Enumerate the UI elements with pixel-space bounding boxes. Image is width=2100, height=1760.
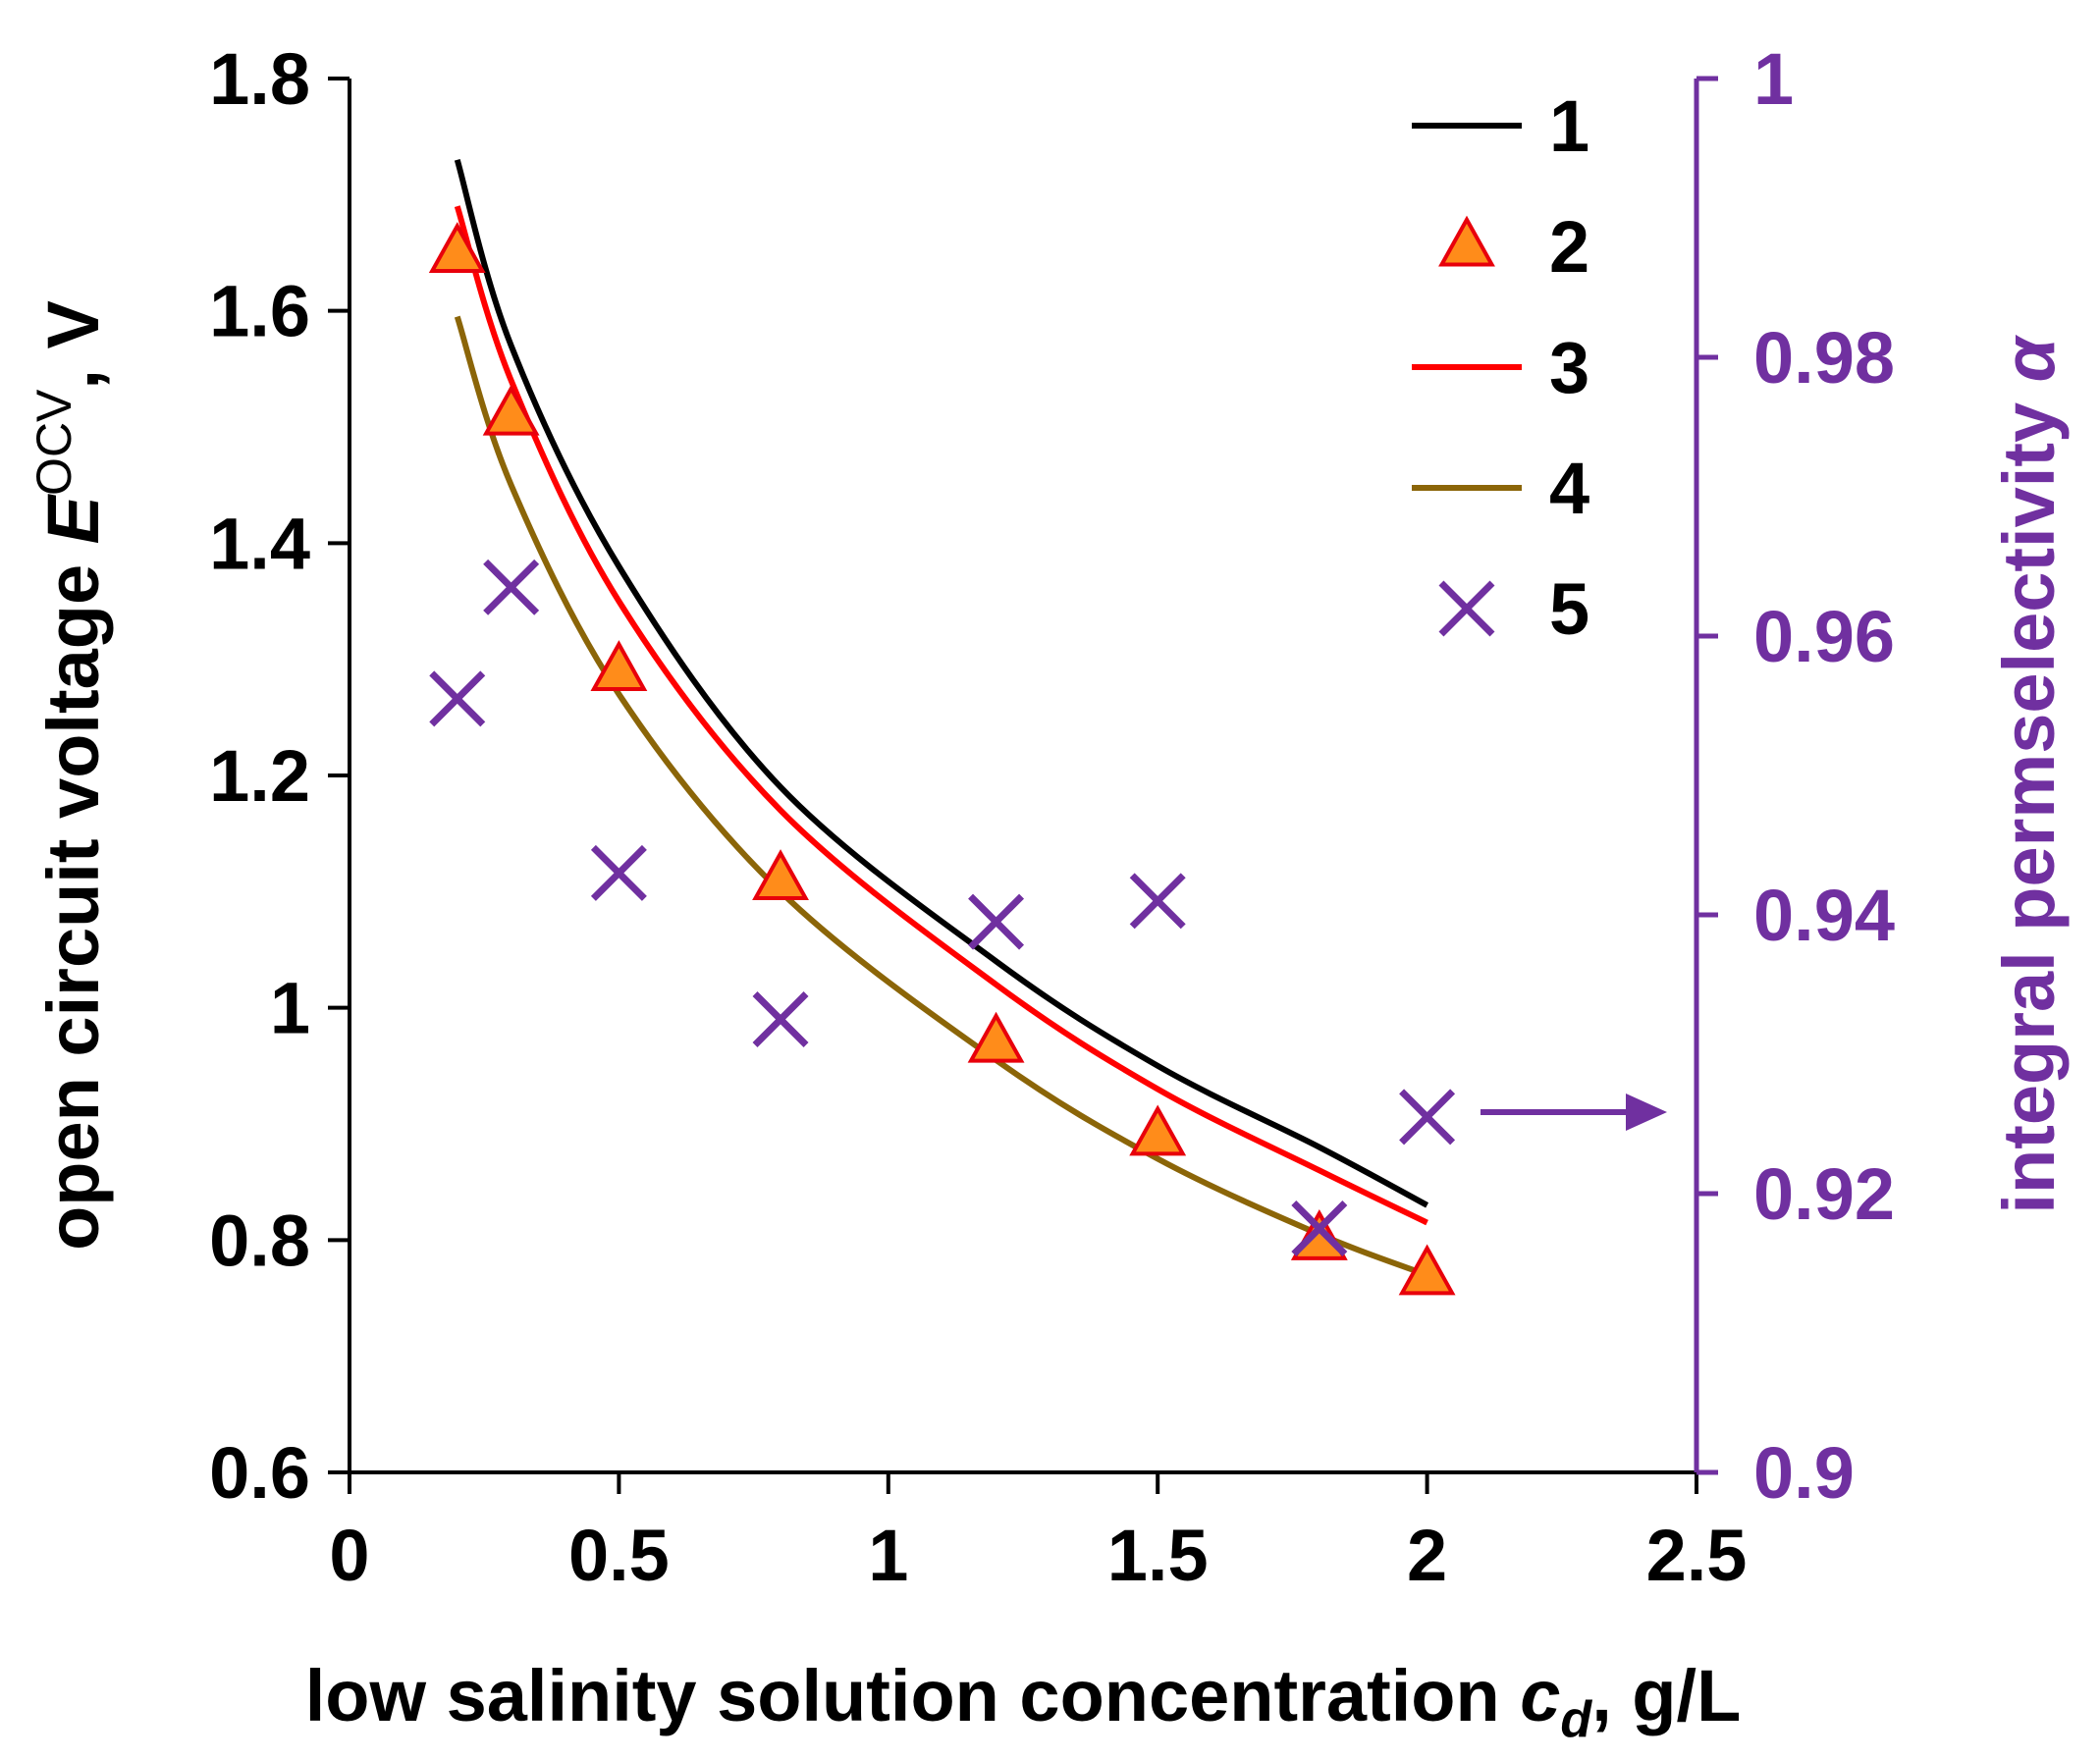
series-2-point (752, 849, 809, 900)
legend-label-3: 3 (1549, 327, 1589, 408)
y-axis-title-main: open circuit voltage (32, 544, 114, 1251)
series-1-line (454, 158, 1429, 1208)
x-tick-label: 1.5 (1107, 1515, 1209, 1596)
legend-label-4: 4 (1549, 448, 1589, 529)
y-axis-title: open circuit voltage EOCV, V (27, 300, 114, 1251)
x-tick-label: 2 (1407, 1515, 1447, 1596)
legend-label-1: 1 (1549, 85, 1589, 167)
y2-tick-label: 0.94 (1753, 875, 1895, 956)
series-3-line (454, 205, 1428, 1226)
y-tick-label: 1.4 (209, 503, 310, 584)
y2-tick-label: 0.92 (1753, 1153, 1895, 1235)
series-5-point (483, 559, 540, 615)
y2-tick-label: 0.98 (1753, 317, 1895, 399)
y2-tick-label: 1 (1753, 38, 1794, 120)
series-5-point (1129, 873, 1186, 930)
y2-tick-label: 0.9 (1753, 1432, 1855, 1514)
right-axis-arrow (1481, 1093, 1667, 1131)
x-axis-title-main: low salinity solution concentration (305, 1655, 1521, 1736)
series-2-point (1398, 1244, 1456, 1296)
y-tick-label: 1.6 (209, 271, 310, 352)
series-4-line (454, 315, 1428, 1278)
y2-axis-title-var: α (1988, 334, 2070, 382)
y-tick-label: 1.8 (209, 38, 310, 120)
series-2-point (967, 1011, 1025, 1063)
series-2-point (482, 384, 540, 436)
y-axis-title-sup: OCV (27, 389, 81, 496)
x-tick-label: 0.5 (568, 1515, 670, 1596)
y2-axis-title-main: integral permselectivity (1988, 382, 2070, 1213)
x-tick-label: 0 (329, 1515, 369, 1596)
y-tick-label: 1 (270, 968, 310, 1049)
series-2-point (590, 640, 648, 691)
y-tick-label: 1.2 (209, 735, 310, 817)
x-axis-title: low salinity solution concentration cd, … (305, 1655, 1742, 1748)
series-2-point (1129, 1104, 1187, 1156)
series-2-point (1290, 1208, 1348, 1260)
series-5-point (968, 893, 1025, 950)
series-5-point (752, 991, 809, 1047)
x-tick-label: 2.5 (1646, 1515, 1748, 1596)
series-2-point (428, 222, 486, 273)
x-axis-title-sub: d (1560, 1691, 1592, 1748)
series-5-point (429, 670, 486, 727)
y-tick-label: 0.8 (209, 1200, 310, 1281)
y-tick-label: 0.6 (209, 1432, 310, 1514)
legend-swatch-5 (1438, 580, 1495, 637)
legend-label-5: 5 (1549, 568, 1589, 650)
y-axis-title-unit: , V (32, 300, 114, 389)
series-5-point (1399, 1089, 1456, 1146)
series-5-point (590, 844, 647, 901)
legend-label-2: 2 (1549, 206, 1589, 288)
x-axis-title-unit: , g/L (1591, 1655, 1741, 1736)
legend-swatch-2 (1438, 215, 1495, 267)
x-tick-label: 1 (868, 1515, 908, 1596)
y-axis-title-var: E (32, 493, 114, 544)
x-axis-title-var: c (1520, 1655, 1560, 1736)
y2-tick-label: 0.96 (1753, 596, 1895, 677)
series-5-point (1291, 1200, 1348, 1256)
y2-axis-title: integral permselectivity α (1988, 334, 2070, 1213)
